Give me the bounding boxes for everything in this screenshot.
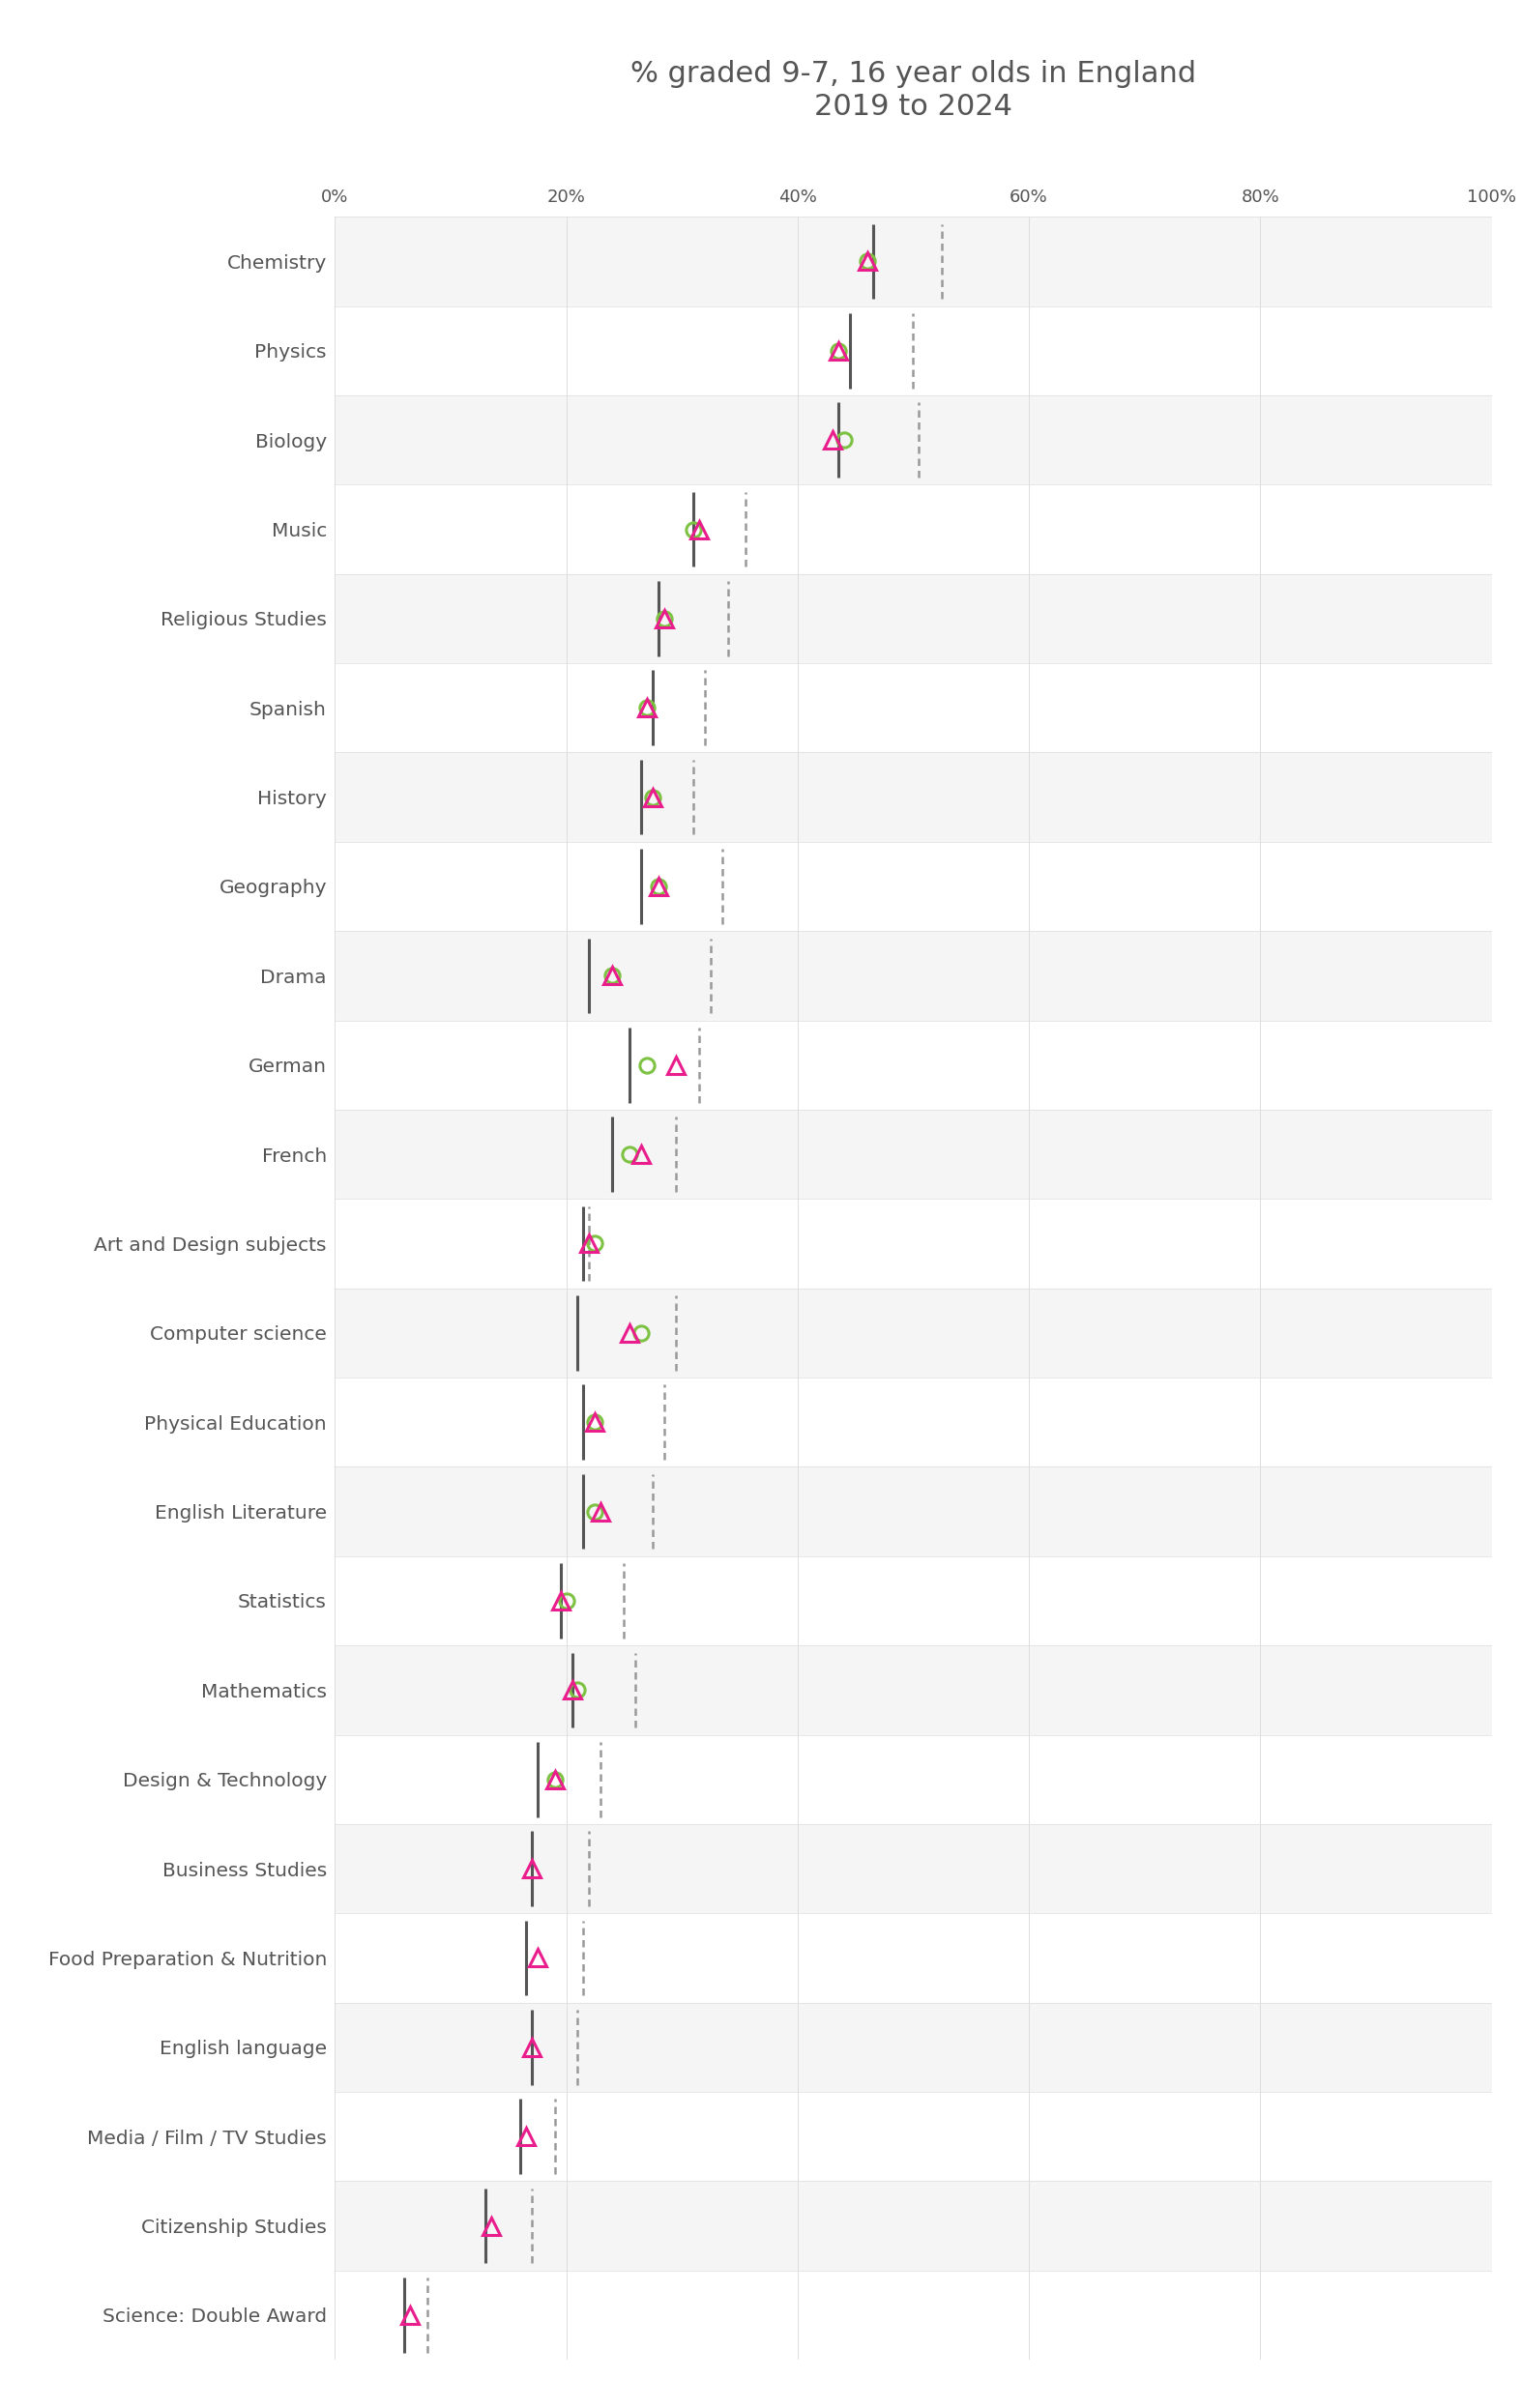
Bar	[335, 217, 1492, 306]
Bar	[335, 2182, 1492, 2271]
Bar	[335, 306, 1492, 395]
Bar	[335, 2003, 1492, 2093]
Bar	[335, 395, 1492, 484]
Bar	[335, 2093, 1492, 2182]
Bar	[335, 1199, 1492, 1288]
Bar	[335, 1914, 1492, 2003]
Bar	[335, 1288, 1492, 1377]
Bar	[335, 1466, 1492, 1556]
Text: % graded 9-7, 16 year olds in England
2019 to 2024: % graded 9-7, 16 year olds in England 20…	[630, 60, 1196, 120]
Bar	[335, 932, 1492, 1021]
Bar	[335, 1734, 1492, 1825]
Bar	[335, 1556, 1492, 1645]
Bar	[335, 1110, 1492, 1199]
Bar	[335, 1825, 1492, 1914]
Bar	[335, 1377, 1492, 1466]
Bar	[335, 1021, 1492, 1110]
Bar	[335, 1645, 1492, 1734]
Bar	[335, 662, 1492, 754]
Bar	[335, 754, 1492, 843]
Bar	[335, 2271, 1492, 2360]
Bar	[335, 573, 1492, 662]
Bar	[335, 843, 1492, 932]
Bar	[335, 484, 1492, 573]
